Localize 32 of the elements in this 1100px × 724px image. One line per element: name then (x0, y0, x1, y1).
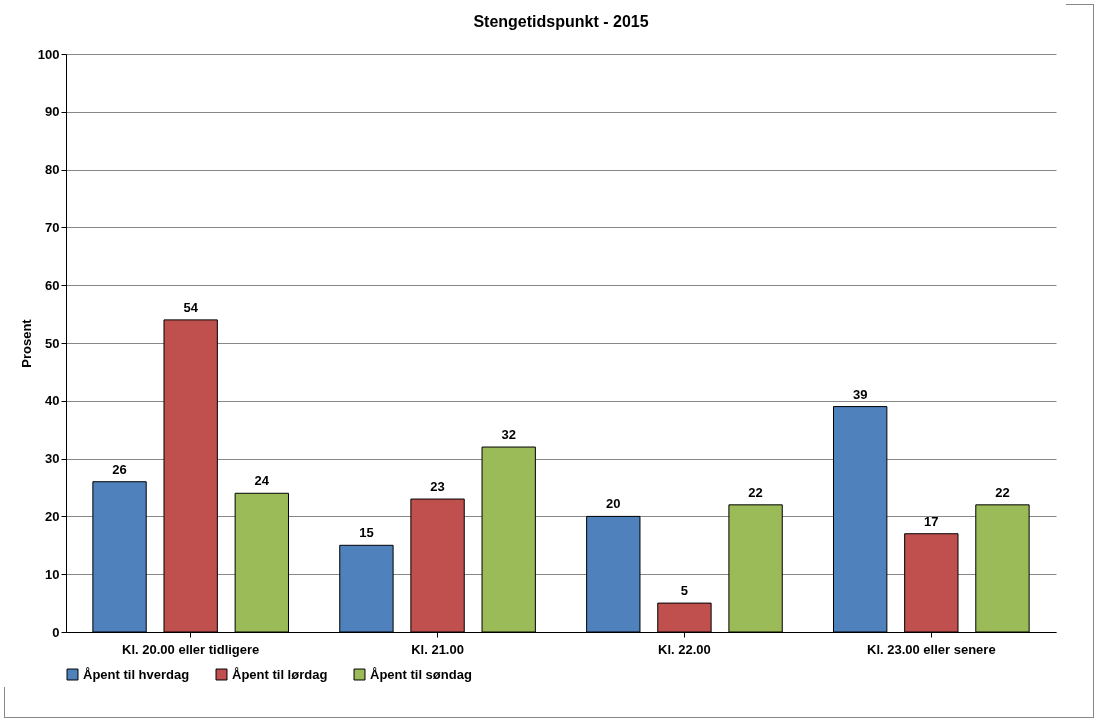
y-tick-label: 60 (45, 277, 60, 293)
data-label: 26 (112, 461, 127, 477)
data-label: 39 (852, 386, 868, 402)
y-tick-label: 0 (52, 624, 60, 640)
y-tick-label: 30 (45, 451, 60, 467)
x-tick-label: Kl. 23.00 eller senere (867, 641, 996, 657)
y-tick-label: 20 (45, 508, 60, 524)
x-tick-label: Kl. 20.00 eller tidligere (122, 641, 260, 657)
y-tick-label: 100 (37, 46, 60, 62)
x-tick-label: Kl. 21.00 (411, 641, 464, 657)
y-tick-label: 80 (45, 162, 60, 178)
legend-label: Åpent til hverdag (83, 666, 190, 682)
data-label: 32 (501, 427, 516, 443)
chart-title: Stengetidspunkt - 2015 (473, 13, 649, 30)
y-tick-label: 40 (45, 393, 60, 409)
data-label: 54 (183, 299, 199, 315)
data-label: 23 (430, 479, 445, 495)
legend-label: Åpent til søndag (370, 666, 472, 682)
data-label: 22 (748, 484, 763, 500)
y-tick-label: 70 (45, 219, 60, 235)
x-tick-label: Kl. 22.00 (658, 641, 711, 657)
data-label: 17 (924, 513, 939, 529)
data-label: 5 (680, 583, 689, 599)
legend-label: Åpent til lørdag (232, 666, 328, 682)
data-label: 24 (254, 473, 270, 489)
data-label: 15 (359, 525, 374, 541)
data-label: 22 (995, 484, 1010, 500)
y-tick-label: 50 (45, 335, 60, 351)
y-axis-title: Prosent (18, 318, 34, 368)
y-tick-label: 90 (45, 104, 60, 120)
y-tick-label: 10 (45, 566, 60, 582)
data-label: 20 (606, 496, 621, 512)
